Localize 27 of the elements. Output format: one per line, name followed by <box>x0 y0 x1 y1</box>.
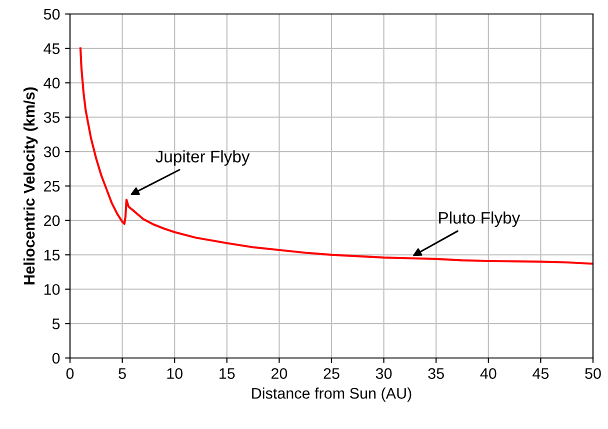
y-tick-label: 45 <box>44 43 60 54</box>
annotation: Pluto Flyby <box>439 211 520 227</box>
y-tick-label: 50 <box>44 8 60 20</box>
x-tick-label: 0 <box>66 368 74 379</box>
x-tick-label: 45 <box>532 368 549 379</box>
y-tick-label: 40 <box>44 78 60 88</box>
x-tick-label: 40 <box>480 368 496 379</box>
y-tick-label: 5 <box>52 318 60 330</box>
x-tick-label: 20 <box>271 368 288 379</box>
x-tick-label: 5 <box>118 368 126 379</box>
x-tick-label: 15 <box>220 368 235 379</box>
y-tick-label: 30 <box>44 146 60 158</box>
x-tick-label: 10 <box>167 368 182 379</box>
y-tick-label: 35 <box>44 112 60 123</box>
x-tick-label: 25 <box>324 368 340 379</box>
y-tick-label: 0 <box>52 352 60 364</box>
x-tick-label: 35 <box>428 368 444 379</box>
annotation: Jupiter Flyby <box>156 150 250 166</box>
y-tick-label: 20 <box>44 215 60 226</box>
y-tick-label: 25 <box>44 180 60 192</box>
y-tick-label: 10 <box>44 284 60 295</box>
x-tick-label: 50 <box>585 368 601 379</box>
y-axis-title: Heliocentric Velocity (km/s) <box>23 87 38 284</box>
x-tick-label: 30 <box>376 368 392 379</box>
y-tick-label: 15 <box>44 250 60 260</box>
x-axis-title: Distance from Sun (AU) <box>252 388 412 402</box>
line-series <box>79 47 593 265</box>
